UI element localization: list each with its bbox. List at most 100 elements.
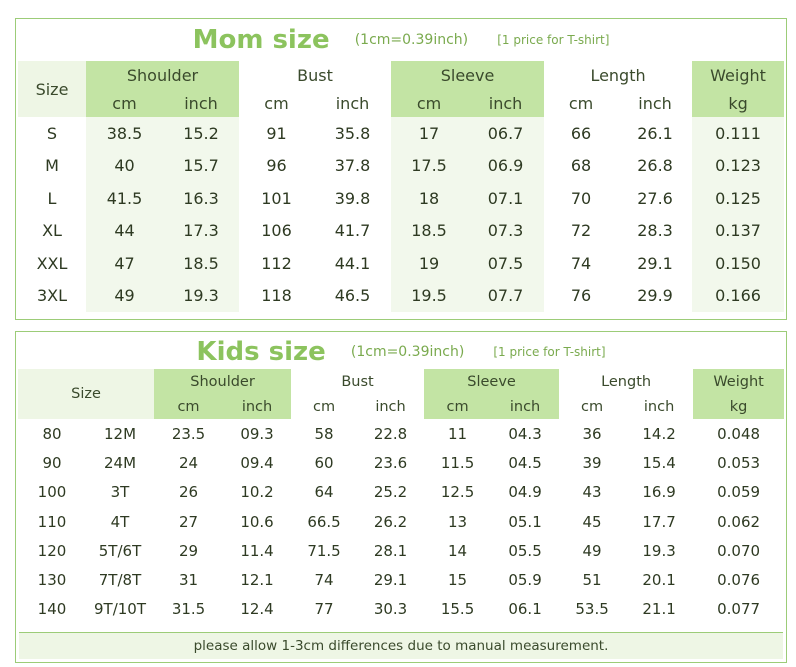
mom-price-note: [1 price for T-shirt] <box>497 33 610 47</box>
table-cell: 101 <box>261 188 292 208</box>
table-cell: 26.1 <box>637 123 673 143</box>
table-cell: 0.150 <box>692 247 785 280</box>
table-cell: 04.3 <box>508 424 542 443</box>
kids-unit-header: cm <box>559 394 626 419</box>
table-cell: 28.1 <box>373 541 408 560</box>
table-cell: 07.1 <box>467 182 545 215</box>
table-cell: 26.8 <box>637 156 673 176</box>
mom-title-row: Mom size (1cm=0.39inch) [1 price for T-s… <box>16 25 786 55</box>
table-cell: 15.5 <box>440 600 475 619</box>
table-cell: 29.1 <box>637 253 673 273</box>
mom-size-header: Size <box>18 61 86 117</box>
table-row: XXL 47 18.5 112 44.1 19 07.5 74 29.1 0.1… <box>18 247 785 280</box>
mom-size-cell: 3XL <box>36 286 68 306</box>
table-cell: 106 <box>261 221 292 241</box>
mom-size-cell: L <box>47 188 57 208</box>
table-cell: 68 <box>570 156 592 176</box>
table-cell: 07.3 <box>467 214 545 247</box>
table-cell: 76 <box>570 286 592 306</box>
table-cell: 15.2 <box>163 117 239 150</box>
table-cell: 58 <box>314 424 334 443</box>
table-cell: 35.8 <box>334 123 371 143</box>
table-row: 3XL 49 19.3 118 46.5 19.5 07.7 76 29.9 0… <box>18 279 785 312</box>
table-cell: 06.9 <box>467 149 545 182</box>
table-cell: 31.5 <box>171 600 206 619</box>
table-cell: 14 <box>448 541 468 560</box>
kids-unit-header: inch <box>491 394 560 419</box>
table-cell: 0.123 <box>692 149 785 182</box>
table-cell: 18.5 <box>391 214 468 247</box>
table-cell: 39 <box>582 453 602 472</box>
table-cell: 15.4 <box>642 453 676 472</box>
table-cell: 19.3 <box>163 279 239 312</box>
table-cell: 18 <box>391 182 468 215</box>
table-cell: 45 <box>582 512 602 531</box>
kids-unit-header-row: cm inch cm inch cm inch cm inch kg <box>18 394 785 419</box>
table-cell: 27 <box>178 512 199 531</box>
table-row: 90 24M 24 09.4 60 23.6 11.5 04.5 39 15.4… <box>18 448 784 477</box>
table-cell: 0.048 <box>717 424 761 443</box>
kids-size-age-cell: 3T <box>110 483 130 502</box>
mom-size-table: Size Shoulder Bust Sleeve Length Weight … <box>18 61 785 312</box>
table-cell: 11 <box>448 424 468 443</box>
table-cell: 11.4 <box>240 541 274 560</box>
table-cell: 64 <box>314 483 334 502</box>
table-cell: 28.3 <box>637 221 673 241</box>
kids-size-table: Size Shoulder Bust Sleeve Length Weight … <box>18 369 785 624</box>
table-row: 80 12M 23.5 09.3 58 22.8 11 04.3 36 14.2… <box>18 419 784 448</box>
mom-size-cell: S <box>46 123 58 143</box>
table-cell: 09.3 <box>240 424 274 443</box>
table-cell: 96 <box>266 156 287 176</box>
mom-size-title: Mom size <box>192 25 330 55</box>
table-cell: 74 <box>570 253 592 273</box>
table-cell: 05.9 <box>508 571 542 590</box>
kids-unit-header: cm <box>291 394 358 419</box>
table-cell: 15 <box>448 571 468 590</box>
table-cell: 10.6 <box>240 512 274 531</box>
table-cell: 16.9 <box>642 483 676 502</box>
mom-size-cell: XXL <box>36 253 68 273</box>
kids-weight-header: Weight <box>693 369 785 394</box>
kids-size-cm-cell: 130 <box>37 571 67 590</box>
kids-size-age-cell: 4T <box>110 512 130 531</box>
table-cell: 12.4 <box>240 600 274 619</box>
table-cell: 30.3 <box>373 600 408 619</box>
table-cell: 0.111 <box>692 117 785 150</box>
kids-conversion-note: (1cm=0.39inch) <box>350 344 465 360</box>
kids-size-cm-cell: 100 <box>37 483 67 502</box>
table-cell: 12.5 <box>440 483 475 502</box>
table-cell: 44.1 <box>334 253 371 273</box>
kids-size-title: Kids size <box>196 337 326 367</box>
kids-title-row: Kids size (1cm=0.39inch) [1 price for T-… <box>16 337 786 367</box>
mom-unit-header: cm <box>544 89 619 117</box>
table-cell: 60 <box>314 453 334 472</box>
table-cell: 66 <box>570 123 592 143</box>
table-cell: 04.9 <box>508 483 542 502</box>
table-cell: 39.8 <box>334 188 371 208</box>
table-cell: 09.4 <box>240 453 274 472</box>
mom-unit-header: kg <box>692 89 785 117</box>
table-cell: 17.7 <box>642 512 676 531</box>
kids-size-age-cell: 9T/10T <box>94 600 147 619</box>
kids-bust-header: Bust <box>291 369 425 394</box>
table-cell: 14.2 <box>642 424 676 443</box>
table-cell: 44 <box>86 214 163 247</box>
table-cell: 26 <box>178 483 199 502</box>
table-cell: 27.6 <box>637 188 673 208</box>
mom-unit-header: cm <box>239 89 314 117</box>
table-cell: 0.070 <box>717 541 761 560</box>
kids-unit-header: inch <box>625 394 694 419</box>
table-cell: 19 <box>391 247 468 280</box>
table-cell: 0.059 <box>717 483 761 502</box>
table-row: 100 3T 26 10.2 64 25.2 12.5 04.9 43 16.9… <box>18 478 784 507</box>
table-cell: 17.3 <box>163 214 239 247</box>
mom-conversion-note: (1cm=0.39inch) <box>354 32 469 48</box>
table-cell: 04.5 <box>508 453 542 472</box>
table-cell: 05.1 <box>508 512 542 531</box>
table-cell: 43 <box>582 483 602 502</box>
kids-unit-header: kg <box>693 394 785 419</box>
table-cell: 25.2 <box>373 483 408 502</box>
table-cell: 17 <box>391 117 468 150</box>
kids-size-cm-cell: 80 <box>42 424 62 443</box>
table-cell: 06.1 <box>508 600 542 619</box>
